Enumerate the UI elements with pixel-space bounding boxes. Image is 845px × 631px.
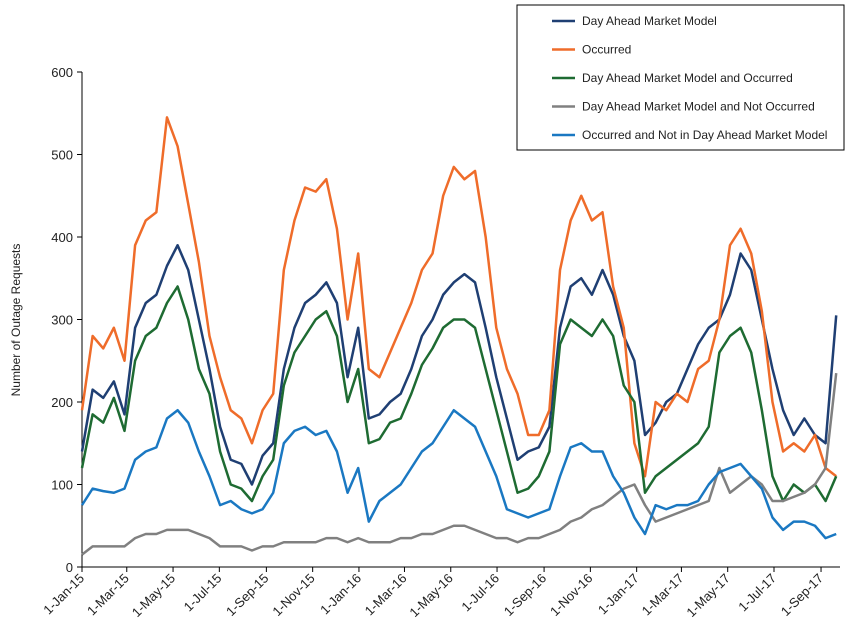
- legend-label: Occurred and Not in Day Ahead Market Mod…: [582, 128, 827, 142]
- series-line: [80, 116, 837, 478]
- x-tick-label: 1-Nov-16: [547, 571, 595, 619]
- y-tick-label: 500: [51, 148, 73, 163]
- series-line: [81, 372, 838, 556]
- x-tick-label: 1-Jul-17: [735, 571, 779, 615]
- x-tick-label: 1-Jan-15: [40, 571, 87, 618]
- y-tick-label: 200: [51, 395, 73, 410]
- y-tick-label: 400: [51, 230, 73, 245]
- y-axis-label: Number of Outage Requests: [9, 244, 23, 397]
- x-tick-label: 1-May-15: [129, 571, 178, 620]
- x-tick-label: 1-Sep-15: [223, 571, 271, 619]
- legend-label: Occurred: [582, 43, 631, 57]
- x-tick-label: 1-May-17: [683, 571, 732, 620]
- x-tick-label: 1-Jan-17: [595, 571, 642, 618]
- legend-label: Day Ahead Market Model and Not Occurred: [582, 100, 815, 114]
- series-line: [80, 285, 838, 503]
- series-line: [80, 409, 837, 540]
- x-tick-label: 1-Sep-16: [501, 571, 549, 619]
- x-tick-label: 1-Mar-15: [84, 571, 132, 619]
- x-tick-label: 1-Jul-15: [181, 571, 225, 615]
- x-tick-label: 1-Mar-17: [639, 571, 687, 619]
- x-tick-label: 1-Nov-15: [269, 571, 317, 619]
- x-tick-label: 1-Jan-16: [317, 571, 364, 618]
- legend-label: Day Ahead Market Model and Occurred: [582, 71, 793, 85]
- x-tick-label: 1-May-16: [406, 571, 455, 620]
- y-tick-label: 600: [51, 65, 73, 80]
- x-tick-label: 1-Mar-16: [362, 571, 410, 619]
- x-tick-label: 1-Sep-17: [778, 571, 826, 619]
- y-tick-label: 300: [51, 313, 73, 328]
- x-tick-label: 1-Jul-16: [458, 571, 502, 615]
- legend-label: Day Ahead Market Model: [582, 14, 717, 28]
- y-tick-label: 100: [51, 478, 73, 493]
- y-tick-label: 0: [66, 560, 73, 575]
- series-line: [80, 244, 838, 486]
